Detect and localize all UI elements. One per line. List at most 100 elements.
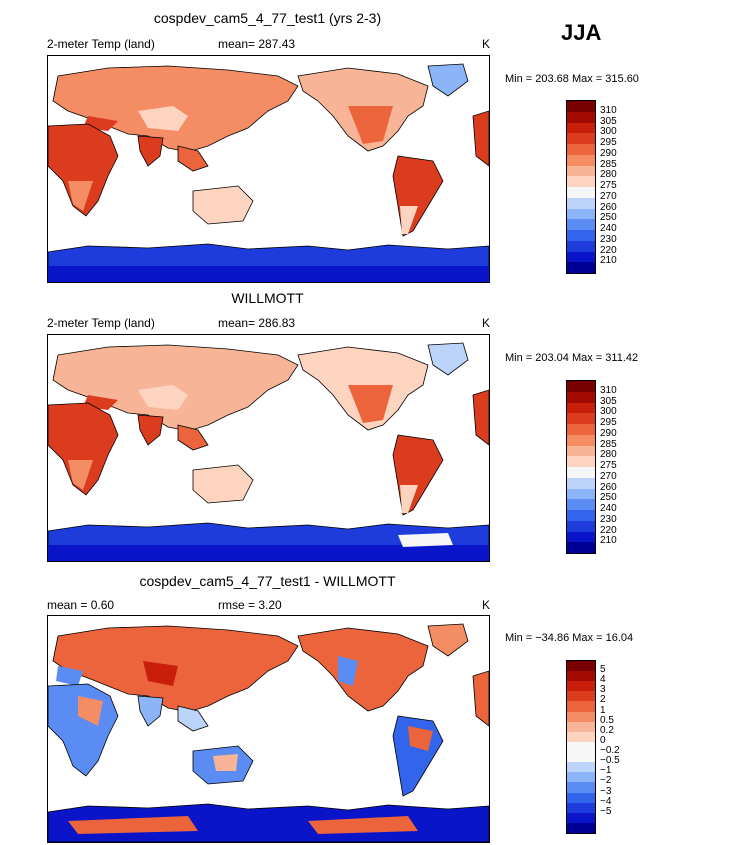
colorbar-box: [567, 133, 595, 144]
colorbar-box: [567, 402, 595, 414]
australia: [192, 464, 254, 504]
colorbar-label: −5: [600, 805, 612, 817]
colorbar-label: 310: [600, 104, 617, 116]
colorbar-label: 230: [600, 233, 617, 245]
colorbar-label: 250: [600, 212, 617, 224]
colorbar-label: 1: [600, 704, 606, 716]
colorbar-label: 285: [600, 158, 617, 170]
colorbar-box: [567, 542, 595, 553]
colorbar-box: [567, 772, 595, 783]
colorbar-box: [567, 721, 595, 732]
colorbar-box: [567, 762, 595, 773]
colorbar-label: 275: [600, 460, 617, 471]
colorbar-box: [567, 488, 595, 500]
colorbar-label: 290: [600, 147, 617, 159]
colorbar-label: 4: [600, 674, 606, 686]
colorbar-label: −4: [600, 795, 612, 807]
colorbar-label: 2: [600, 694, 606, 706]
colorbar-box: [567, 208, 595, 220]
colorbar-label: 310: [600, 384, 617, 396]
colorbar-label: 295: [600, 417, 617, 428]
colorbar-box: [567, 711, 595, 722]
minmax-label: Min = 203.04 Max = 311.42: [505, 352, 639, 364]
world-map: [48, 342, 489, 561]
mean-label: mean = 0.60: [47, 598, 115, 612]
india: [137, 414, 164, 446]
colorbar-box: [567, 434, 595, 446]
africa: [48, 123, 119, 217]
colorbar-box: [567, 381, 595, 392]
variable-label: 2-meter Temp (land): [47, 37, 155, 51]
se-asia: [177, 424, 209, 451]
colorbar-label: 260: [600, 201, 617, 213]
colorbar-box: [567, 262, 595, 273]
colorbar-box: [567, 802, 595, 813]
india: [137, 695, 164, 727]
colorbar-box: [567, 165, 595, 177]
colorbar-box: [567, 445, 595, 457]
colorbar-box: [567, 187, 595, 198]
panel-title: cospdev_cam5_4_77_test1 (yrs 2-3): [153, 10, 382, 26]
colorbar-label: 280: [600, 169, 617, 181]
colorbar-box: [567, 741, 595, 753]
world-map: [48, 623, 489, 842]
colorbar-box: [567, 251, 595, 263]
colorbar-box: [567, 219, 595, 230]
colorbar-box: [567, 812, 595, 823]
colorbar-label: −1: [600, 765, 612, 777]
colorbar-box: [567, 467, 595, 478]
colorbar-label: 210: [600, 255, 617, 267]
panel-title: WILLMOTT: [231, 290, 304, 306]
mean-label: mean= 286.83: [218, 316, 296, 330]
colorbar: [566, 100, 596, 274]
antarctica: [48, 803, 489, 842]
colorbar-box: [567, 111, 595, 123]
colorbar-box: [567, 731, 595, 742]
colorbar-box: [567, 101, 595, 112]
colorbar-box: [567, 499, 595, 510]
colorbar-label: 280: [600, 449, 617, 461]
colorbar-box: [567, 691, 595, 702]
colorbar-box: [567, 510, 595, 521]
colorbar-label: 260: [600, 481, 617, 493]
colorbar-label: 305: [600, 395, 617, 407]
colorbar-label: 300: [600, 126, 617, 138]
units-label: K: [482, 598, 491, 612]
colorbar-box: [567, 752, 595, 763]
north-america: [297, 627, 429, 712]
panel-title: cospdev_cam5_4_77_test1 - WILLMOTT: [139, 573, 396, 589]
colorbar-box: [567, 413, 595, 424]
south-america: [392, 434, 444, 516]
greenland: [427, 623, 469, 657]
colorbar-box: [567, 681, 595, 692]
south-america: [392, 155, 444, 237]
colorbar-label: 0.2: [600, 724, 614, 736]
minmax-label: Min = −34.86 Max = 16.04: [505, 632, 634, 644]
world-map: [48, 63, 489, 282]
colorbar-box: [567, 477, 595, 489]
map-panel: [47, 615, 490, 843]
colorbar-box: [567, 661, 595, 672]
colorbar-label: 0: [600, 734, 606, 746]
colorbar-box: [567, 424, 595, 435]
colorbar-box: [567, 456, 595, 467]
africa: [48, 402, 119, 496]
variable-label: 2-meter Temp (land): [47, 316, 155, 330]
colorbar-box: [567, 792, 595, 803]
colorbar-label: 295: [600, 137, 617, 148]
colorbar-label: 270: [600, 470, 617, 482]
colorbar-label: 270: [600, 190, 617, 202]
greenland: [427, 342, 469, 376]
colorbar-box: [567, 230, 595, 241]
colorbar-box: [567, 144, 595, 155]
colorbar-box: [567, 520, 595, 532]
season-label: JJA: [561, 20, 602, 45]
colorbar-label: 250: [600, 492, 617, 504]
rmse-label: rmse = 3.20: [218, 598, 282, 612]
colorbar-box: [567, 701, 595, 712]
colorbar-box: [567, 531, 595, 543]
mean-label: mean= 287.43: [218, 37, 296, 51]
colorbar-box: [567, 176, 595, 187]
colorbar-box: [567, 154, 595, 166]
greenland: [427, 63, 469, 97]
